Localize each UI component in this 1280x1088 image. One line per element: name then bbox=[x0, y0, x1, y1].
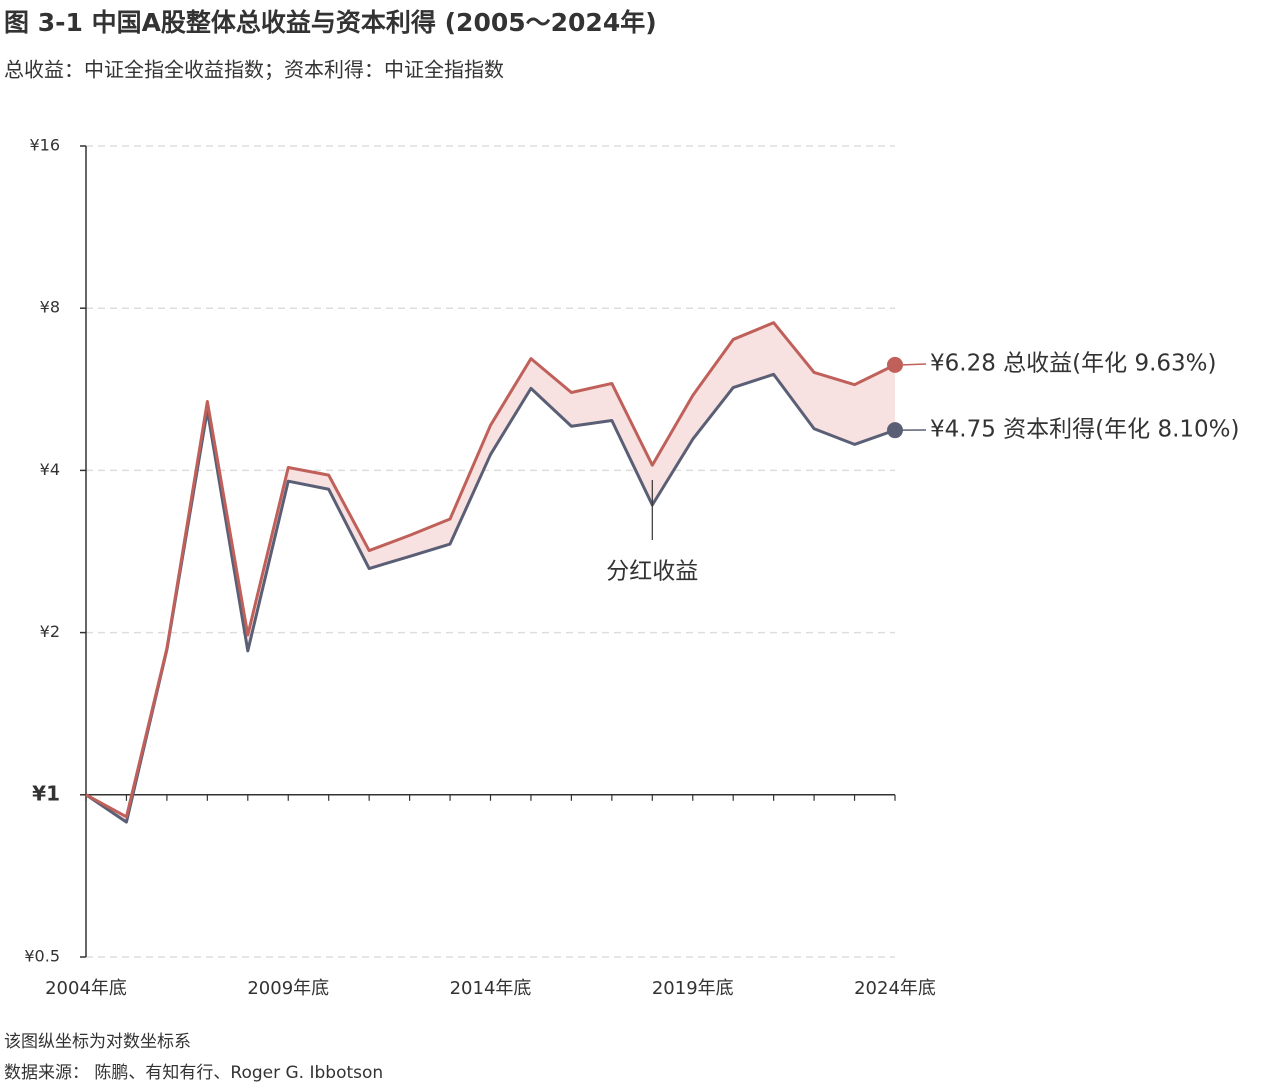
y-tick-label: ¥2 bbox=[40, 622, 60, 641]
dividend-band bbox=[86, 322, 895, 823]
x-tick-label: 2019年底 bbox=[652, 978, 734, 999]
chart-subtitle: 总收益：中证全指全收益指数；资本利得：中证全指指数 bbox=[4, 58, 504, 82]
y-tick-label: ¥8 bbox=[40, 298, 60, 317]
label-leader bbox=[902, 363, 927, 366]
note: 该图纵坐标为对数坐标系 bbox=[4, 1032, 191, 1052]
x-tick-label: 2024年底 bbox=[854, 978, 936, 999]
line bbox=[85, 372, 896, 824]
y-tick-label: ¥0.5 bbox=[24, 947, 60, 966]
end-dot bbox=[887, 356, 903, 373]
y-tick-label: ¥16 bbox=[29, 136, 60, 155]
y-tick-label: ¥1 bbox=[32, 781, 60, 805]
chart-title: 图 3-1 中国A股整体总收益与资本利得 (2005～2024年) bbox=[4, 8, 657, 37]
x-tick-label: 2009年底 bbox=[247, 978, 329, 999]
series-label: ¥6.28 总收益(年化 9.63%) bbox=[930, 351, 1216, 377]
note: 数据来源： 陈鹏、有知有行、Roger G. Ibbotson bbox=[4, 1063, 383, 1083]
x-tick-label: 2004年底 bbox=[45, 978, 127, 999]
y-tick-label: ¥4 bbox=[40, 460, 60, 479]
annotation: 分红收益 bbox=[606, 559, 698, 585]
x-tick-label: 2014年底 bbox=[450, 978, 532, 999]
series-label: ¥4.75 资本利得(年化 8.10%) bbox=[930, 417, 1239, 443]
end-dot bbox=[887, 422, 903, 439]
line bbox=[85, 321, 896, 819]
